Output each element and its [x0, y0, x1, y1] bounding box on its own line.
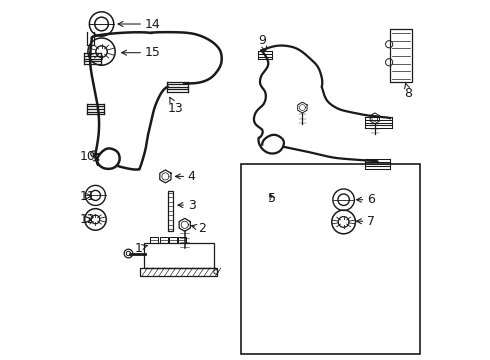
Text: 10: 10 [80, 150, 99, 163]
Bar [150, 237, 158, 243]
Bar [168, 191, 173, 231]
Text: 2: 2 [192, 222, 206, 235]
Bar [390, 30, 412, 82]
Text: 15: 15 [122, 46, 160, 59]
Text: 1: 1 [135, 242, 147, 255]
Bar [169, 237, 177, 243]
Bar [140, 268, 218, 276]
Text: 4: 4 [175, 170, 196, 183]
Text: 3: 3 [178, 199, 196, 212]
Text: 14: 14 [118, 18, 160, 31]
Text: 8: 8 [405, 83, 413, 100]
Bar [241, 164, 420, 354]
Text: 13: 13 [168, 97, 184, 115]
Text: 12: 12 [80, 213, 96, 226]
Bar [178, 237, 186, 243]
Text: 11: 11 [80, 190, 96, 203]
Text: 9: 9 [259, 33, 267, 51]
Bar [160, 237, 168, 243]
Bar [144, 243, 214, 268]
Text: 5: 5 [269, 192, 276, 205]
Text: 7: 7 [357, 215, 375, 228]
Text: 6: 6 [357, 193, 375, 206]
